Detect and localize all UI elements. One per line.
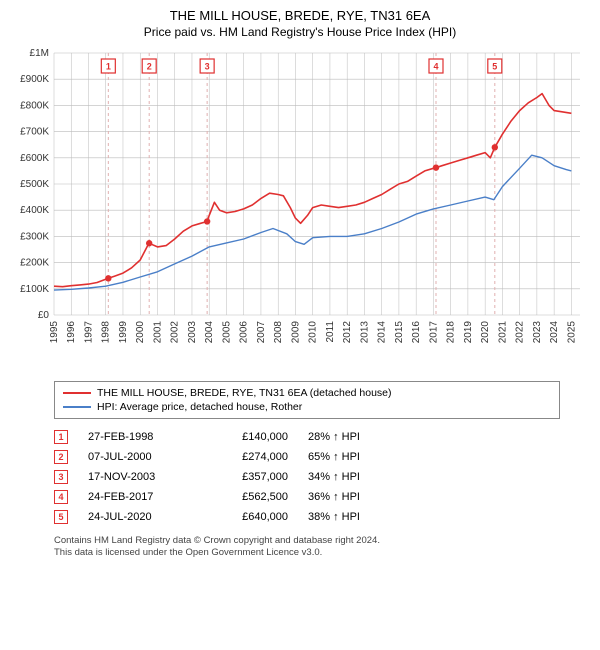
sale-diff: 65% ↑ HPI — [308, 451, 388, 463]
svg-text:2016: 2016 — [411, 321, 422, 344]
legend-item: HPI: Average price, detached house, Roth… — [63, 400, 551, 414]
svg-text:2025: 2025 — [566, 321, 577, 344]
svg-text:2009: 2009 — [290, 321, 301, 344]
svg-text:2022: 2022 — [515, 321, 526, 344]
sale-marker: 4 — [54, 490, 68, 504]
sale-marker: 5 — [54, 510, 68, 524]
svg-text:2008: 2008 — [273, 321, 284, 344]
svg-text:2024: 2024 — [549, 321, 560, 344]
svg-text:1996: 1996 — [66, 321, 77, 344]
svg-text:2000: 2000 — [135, 321, 146, 344]
svg-text:2003: 2003 — [187, 321, 198, 344]
sale-diff: 28% ↑ HPI — [308, 431, 388, 443]
legend-swatch — [63, 406, 91, 408]
sale-row: 4 24-FEB-2017 £562,500 36% ↑ HPI — [54, 487, 560, 507]
svg-text:£0: £0 — [38, 310, 50, 321]
legend-label: THE MILL HOUSE, BREDE, RYE, TN31 6EA (de… — [97, 387, 392, 399]
svg-text:2001: 2001 — [152, 321, 163, 344]
svg-text:2020: 2020 — [480, 321, 491, 344]
svg-text:1997: 1997 — [83, 321, 94, 344]
svg-text:2004: 2004 — [204, 321, 215, 344]
svg-text:£200K: £200K — [20, 258, 49, 269]
sale-price: £640,000 — [208, 511, 288, 523]
sale-diff: 36% ↑ HPI — [308, 491, 388, 503]
sale-diff: 34% ↑ HPI — [308, 471, 388, 483]
svg-text:£700K: £700K — [20, 127, 49, 138]
footer-line: This data is licensed under the Open Gov… — [54, 547, 560, 559]
sale-date: 07-JUL-2000 — [88, 451, 188, 463]
svg-text:£400K: £400K — [20, 205, 49, 216]
svg-text:2018: 2018 — [446, 321, 457, 344]
svg-text:£900K: £900K — [20, 74, 49, 85]
svg-text:1: 1 — [106, 62, 111, 72]
svg-text:£600K: £600K — [20, 153, 49, 164]
svg-text:4: 4 — [433, 62, 438, 72]
sale-diff: 38% ↑ HPI — [308, 511, 388, 523]
svg-text:2013: 2013 — [359, 321, 370, 344]
sales-table: 1 27-FEB-1998 £140,000 28% ↑ HPI 2 07-JUL-200… — [54, 427, 560, 527]
svg-text:£800K: £800K — [20, 100, 49, 111]
sale-date: 17-NOV-2003 — [88, 471, 188, 483]
sale-row: 3 17-NOV-2003 £357,000 34% ↑ HPI — [54, 467, 560, 487]
sale-price: £140,000 — [208, 431, 288, 443]
svg-text:£300K: £300K — [20, 231, 49, 242]
svg-text:3: 3 — [205, 62, 210, 72]
svg-text:2006: 2006 — [239, 321, 250, 344]
svg-text:1999: 1999 — [118, 321, 129, 344]
svg-text:2014: 2014 — [377, 321, 388, 344]
svg-text:£100K: £100K — [20, 284, 49, 295]
legend-swatch — [63, 392, 91, 394]
svg-text:2017: 2017 — [428, 321, 439, 344]
sale-row: 5 24-JUL-2020 £640,000 38% ↑ HPI — [54, 507, 560, 527]
svg-text:2007: 2007 — [256, 321, 267, 344]
svg-text:2021: 2021 — [497, 321, 508, 344]
footer-attribution: Contains HM Land Registry data © Crown c… — [54, 535, 560, 560]
legend-label: HPI: Average price, detached house, Roth… — [97, 401, 302, 413]
sale-date: 24-JUL-2020 — [88, 511, 188, 523]
svg-text:£1M: £1M — [30, 48, 49, 59]
svg-text:2023: 2023 — [532, 321, 543, 344]
svg-text:2015: 2015 — [394, 321, 405, 344]
svg-text:5: 5 — [492, 62, 497, 72]
svg-text:2011: 2011 — [325, 321, 336, 343]
legend-item: THE MILL HOUSE, BREDE, RYE, TN31 6EA (de… — [63, 386, 551, 400]
svg-text:2019: 2019 — [463, 321, 474, 344]
svg-text:1995: 1995 — [49, 321, 60, 344]
line-chart-svg: £0 £100K £200K £300K £400K £500K £600K £700K £80… — [10, 45, 590, 375]
chart-area: £0 £100K £200K £300K £400K £500K £600K £700K £80… — [10, 45, 590, 375]
sale-row: 2 07-JUL-2000 £274,000 65% ↑ HPI — [54, 447, 560, 467]
svg-text:2005: 2005 — [221, 321, 232, 344]
svg-text:£500K: £500K — [20, 179, 49, 190]
sale-price: £562,500 — [208, 491, 288, 503]
svg-text:2012: 2012 — [342, 321, 353, 344]
chart-title: THE MILL HOUSE, BREDE, RYE, TN31 6EA — [10, 8, 590, 23]
sale-row: 1 27-FEB-1998 £140,000 28% ↑ HPI — [54, 427, 560, 447]
sale-date: 24-FEB-2017 — [88, 491, 188, 503]
svg-text:1998: 1998 — [101, 321, 112, 344]
svg-text:2: 2 — [147, 62, 152, 72]
footer-line: Contains HM Land Registry data © Crown c… — [54, 535, 560, 547]
sale-marker: 3 — [54, 470, 68, 484]
sale-date: 27-FEB-1998 — [88, 431, 188, 443]
sale-price: £274,000 — [208, 451, 288, 463]
sale-marker: 1 — [54, 430, 68, 444]
chart-subtitle: Price paid vs. HM Land Registry's House … — [10, 25, 590, 39]
sale-marker: 2 — [54, 450, 68, 464]
svg-text:2002: 2002 — [170, 321, 181, 344]
sale-price: £357,000 — [208, 471, 288, 483]
legend: THE MILL HOUSE, BREDE, RYE, TN31 6EA (de… — [54, 381, 560, 419]
svg-text:2010: 2010 — [308, 321, 319, 344]
